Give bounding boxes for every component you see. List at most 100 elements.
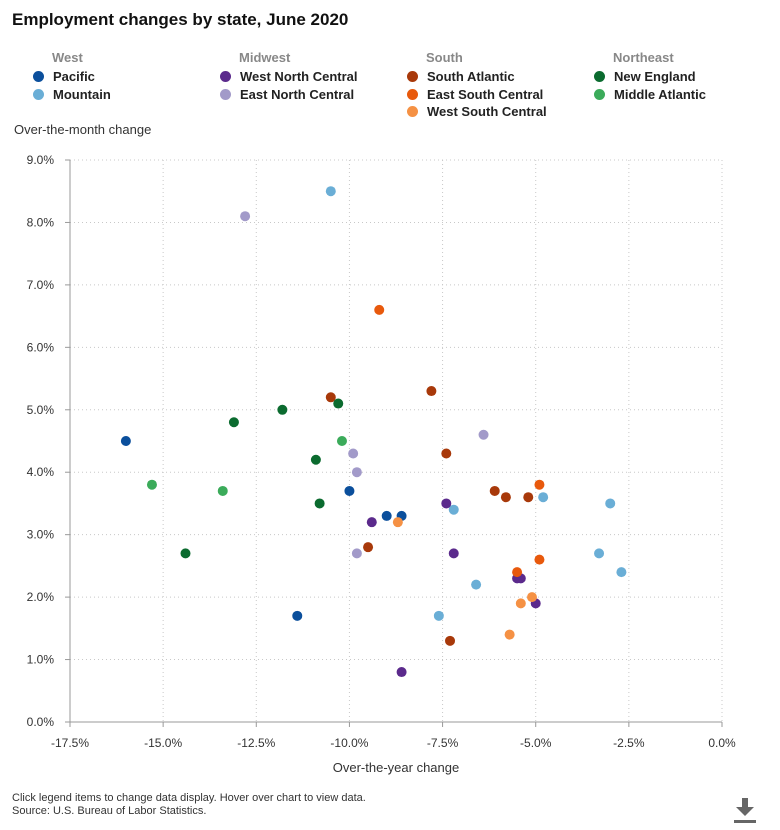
y-tick-label: 1.0% (27, 653, 55, 667)
legend-region-label: South (426, 50, 463, 65)
legend-label: West North Central (240, 69, 358, 85)
data-point-mountain[interactable] (616, 567, 627, 578)
legend-marker (594, 71, 605, 83)
footer-note: Click legend items to change data displa… (12, 792, 366, 818)
chart-title: Employment changes by state, June 2020 (12, 10, 349, 29)
x-tick-label: -7.5% (427, 736, 459, 750)
legend-group-south: South South Atlantic East South Central Wes… (406, 50, 547, 121)
legend-group-northeast: Northeast New England Middle Atlantic (593, 50, 706, 103)
data-point-south-atlantic[interactable] (363, 542, 374, 553)
x-tick-label: 0.0% (708, 736, 736, 750)
data-point-west-south-central[interactable] (526, 592, 537, 603)
data-point-new-england[interactable] (310, 454, 321, 465)
y-axis-title: Over-the-month change (14, 122, 151, 137)
legend-item-mountain[interactable]: Mountain (32, 86, 111, 104)
data-point-west-south-central[interactable] (515, 598, 526, 609)
data-point-east-south-central[interactable] (374, 304, 385, 315)
data-point-west-north-central[interactable] (366, 517, 377, 528)
x-tick-label: -2.5% (613, 736, 645, 750)
legend-marker (220, 71, 231, 83)
data-point-mountain[interactable] (594, 548, 605, 559)
legend-label: East North Central (240, 86, 355, 102)
data-point-pacific[interactable] (344, 485, 355, 496)
data-point-west-north-central[interactable] (441, 498, 452, 509)
y-tick-label: 5.0% (27, 403, 55, 417)
data-point-middle-atlantic[interactable] (217, 485, 228, 496)
legend-region-label: Midwest (239, 50, 291, 65)
legend-item-south-atlantic[interactable]: South Atlantic (406, 68, 547, 86)
y-tick-label: 4.0% (27, 465, 55, 479)
data-point-south-atlantic[interactable] (500, 492, 511, 503)
data-point-south-atlantic[interactable] (445, 635, 456, 646)
legend-item-middle-atlantic[interactable]: Middle Atlantic (593, 86, 706, 104)
legend-region-label: West (52, 50, 83, 65)
data-point-new-england[interactable] (333, 398, 344, 409)
y-tick-label: 0.0% (27, 715, 55, 729)
legend-item-pacific[interactable]: Pacific (32, 68, 111, 86)
y-tick-label: 6.0% (27, 340, 55, 354)
data-point-west-north-central[interactable] (396, 667, 407, 678)
data-point-mountain[interactable] (538, 492, 549, 503)
data-point-east-north-central[interactable] (351, 467, 362, 478)
data-point-pacific[interactable] (381, 510, 392, 521)
data-point-south-atlantic[interactable] (426, 386, 437, 397)
data-point-east-south-central[interactable] (534, 554, 545, 565)
x-tick-label: -17.5% (51, 736, 89, 750)
x-axis-title: Over-the-year change (333, 760, 459, 775)
data-point-east-north-central[interactable] (351, 548, 362, 559)
legend-label: Mountain (53, 86, 111, 102)
legend-marker (594, 88, 605, 100)
data-point-east-south-central[interactable] (512, 567, 523, 578)
data-point-south-atlantic[interactable] (489, 485, 500, 496)
legend-label: South Atlantic (427, 69, 515, 85)
data-point-east-north-central[interactable] (348, 448, 359, 459)
data-point-new-england[interactable] (180, 548, 191, 559)
data-point-new-england[interactable] (228, 417, 239, 428)
data-point-south-atlantic[interactable] (523, 492, 534, 503)
x-tick-label: -10.0% (330, 736, 368, 750)
y-tick-label: 2.0% (27, 590, 55, 604)
data-point-east-south-central[interactable] (534, 479, 545, 490)
data-point-mountain[interactable] (325, 186, 336, 197)
data-point-east-north-central[interactable] (240, 211, 251, 222)
y-tick-label: 3.0% (27, 528, 55, 542)
data-point-pacific[interactable] (120, 436, 131, 446)
legend-item-west-south-central[interactable]: West South Central (406, 103, 547, 121)
legend-item-west-north-central[interactable]: West North Central (219, 68, 358, 86)
legend-marker (33, 88, 44, 100)
source-text: Source: U.S. Bureau of Labor Statistics. (12, 805, 207, 817)
instructions-text: Click legend items to change data displa… (12, 792, 366, 804)
data-point-middle-atlantic[interactable] (336, 436, 347, 446)
legend-marker (220, 88, 231, 100)
legend-group-west: West Pacific Mountain (32, 50, 111, 103)
y-tick-label: 7.0% (27, 278, 55, 292)
legend-item-new-england[interactable]: New England (593, 68, 706, 86)
data-point-west-south-central[interactable] (392, 517, 403, 528)
data-point-mountain[interactable] (605, 498, 616, 509)
data-point-west-south-central[interactable] (504, 629, 515, 640)
legend-item-east-south-central[interactable]: East South Central (406, 86, 547, 104)
legend-label: New England (614, 69, 696, 85)
legend-marker (33, 71, 44, 83)
legend-item-east-north-central[interactable]: East North Central (219, 86, 358, 104)
download-icon[interactable] (732, 796, 758, 824)
x-tick-label: -12.5% (237, 736, 275, 750)
y-tick-label: 8.0% (27, 215, 55, 229)
data-point-west-north-central[interactable] (448, 548, 459, 559)
data-point-mountain[interactable] (433, 610, 444, 621)
data-point-pacific[interactable] (292, 610, 303, 621)
data-point-mountain[interactable] (448, 504, 459, 515)
data-point-mountain[interactable] (471, 579, 482, 590)
legend-label: West South Central (427, 104, 547, 120)
data-point-new-england[interactable] (314, 498, 325, 509)
x-tick-label: -15.0% (144, 736, 182, 750)
legend-label: East South Central (427, 86, 544, 102)
legend-marker (407, 71, 418, 83)
data-point-east-north-central[interactable] (478, 429, 489, 440)
data-point-middle-atlantic[interactable] (146, 479, 157, 490)
legend-marker (407, 106, 418, 118)
data-point-new-england[interactable] (277, 404, 288, 415)
data-point-south-atlantic[interactable] (325, 392, 336, 403)
data-point-south-atlantic[interactable] (441, 448, 452, 459)
scatter-chart[interactable]: 0.0% 1.0% 2.0% 3.0% 4.0% 5.0% 6.0% 7.0% 8.0% 9.0%… (0, 0, 780, 790)
